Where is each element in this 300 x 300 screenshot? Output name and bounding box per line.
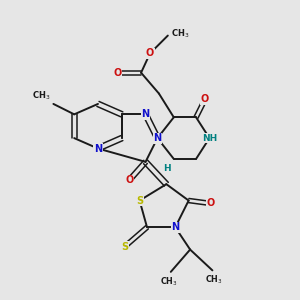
Text: O: O (125, 175, 133, 185)
Text: CH$_3$: CH$_3$ (205, 274, 223, 286)
Text: N: N (171, 222, 179, 232)
Text: S: S (121, 242, 128, 252)
Text: N: N (142, 109, 150, 119)
Text: CH$_3$: CH$_3$ (160, 275, 178, 288)
Text: CH$_3$: CH$_3$ (171, 28, 190, 40)
Text: H: H (164, 164, 171, 173)
Text: O: O (201, 94, 209, 104)
Text: O: O (113, 68, 122, 78)
Text: N: N (94, 143, 102, 154)
Text: N: N (153, 133, 161, 143)
Text: S: S (136, 196, 143, 206)
Text: NH: NH (202, 134, 217, 142)
Text: O: O (207, 199, 215, 208)
Text: CH$_3$: CH$_3$ (32, 90, 51, 102)
Text: O: O (146, 48, 154, 59)
